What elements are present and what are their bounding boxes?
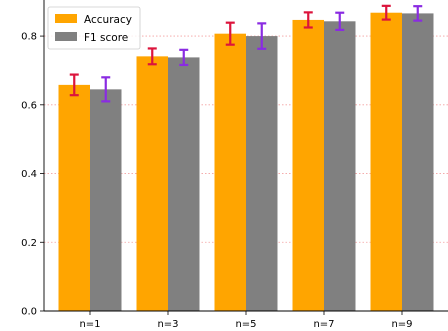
legend: Accuracy F1 score xyxy=(47,6,141,50)
legend-label-accuracy: Accuracy xyxy=(84,14,132,26)
legend-label-f1-score: F1 score xyxy=(84,32,128,44)
bar-accuracy xyxy=(58,84,90,311)
y-tick-label: 0.6 xyxy=(21,100,37,111)
y-tick-label: 0.8 xyxy=(21,32,37,43)
bar-accuracy xyxy=(214,33,246,312)
bar-accuracy xyxy=(292,19,324,312)
bar-f1-score xyxy=(246,36,278,311)
y-tick-label: 0.2 xyxy=(21,238,37,249)
legend-swatch-accuracy xyxy=(55,14,77,23)
x-tick-label: n=1 xyxy=(79,319,100,330)
y-tick-label: 0.0 xyxy=(21,307,37,318)
x-tick-label: n=7 xyxy=(313,319,334,330)
y-axis-ticks: 0.0 0.2 0.4 0.6 0.8 xyxy=(21,32,44,318)
x-tick-label: n=9 xyxy=(391,319,412,330)
bar-accuracy xyxy=(136,56,168,312)
x-tick-label: n=3 xyxy=(157,319,178,330)
x-axis-ticks: n=1 n=3 n=5 n=7 n=9 xyxy=(79,311,413,330)
bar-f1-score xyxy=(324,21,356,311)
bar-f1-score xyxy=(402,13,434,311)
bar-f1-score xyxy=(90,89,122,311)
y-tick-label: 0.4 xyxy=(21,169,37,180)
legend-swatch-f1-score xyxy=(55,32,77,41)
bars xyxy=(58,12,434,312)
bar-accuracy xyxy=(370,12,402,312)
bar-f1-score xyxy=(168,57,200,312)
error-bars xyxy=(69,4,423,103)
x-tick-label: n=5 xyxy=(235,319,256,330)
